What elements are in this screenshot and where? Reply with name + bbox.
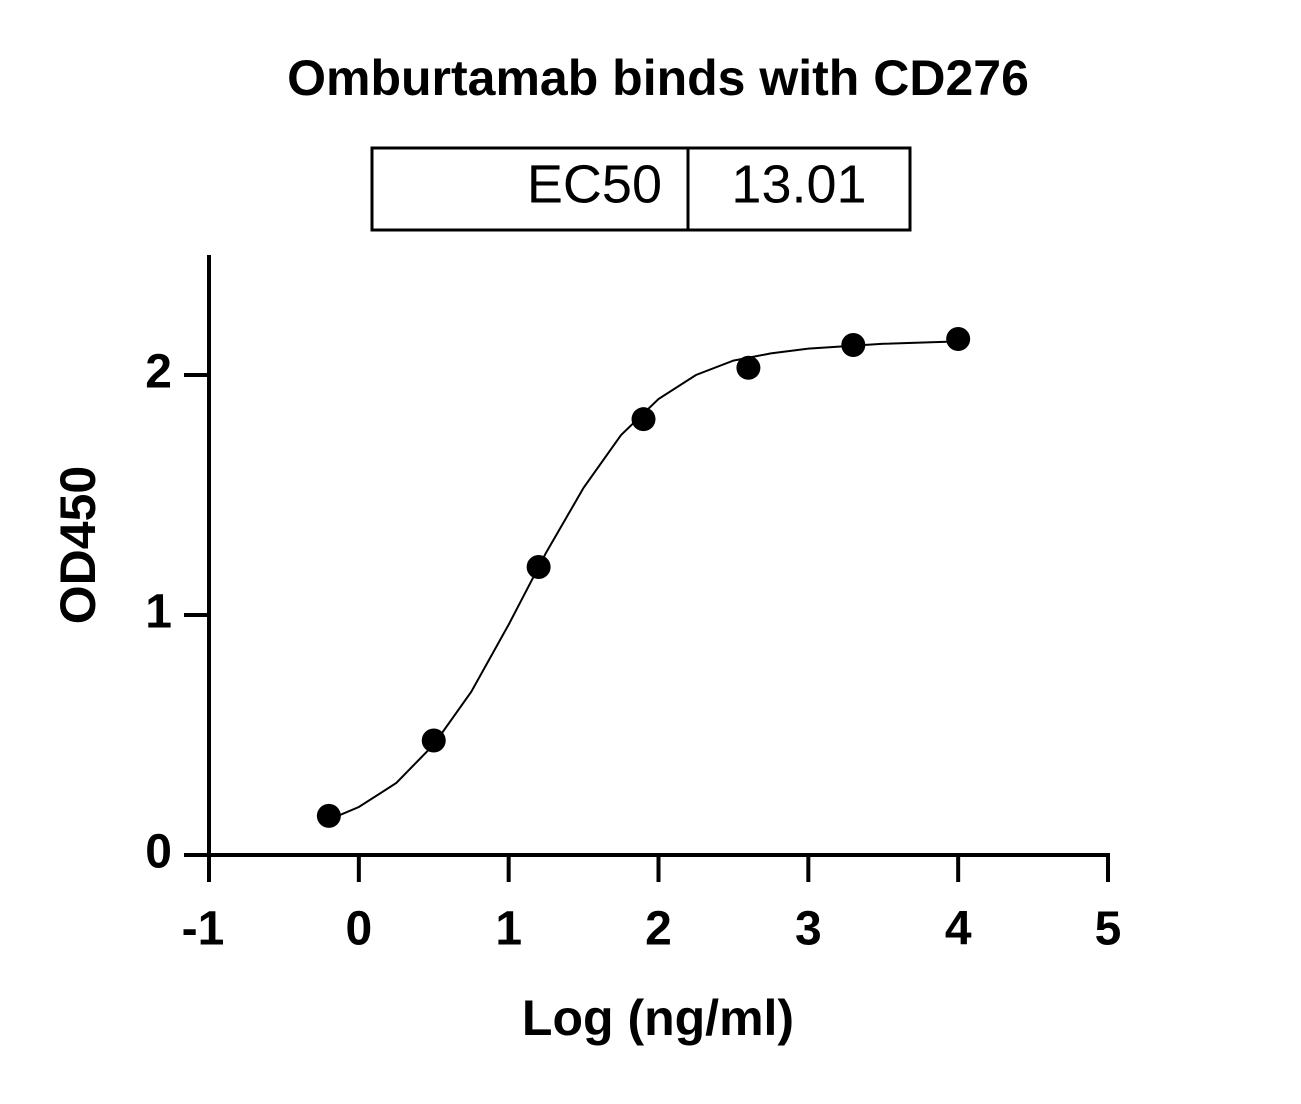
y-tick-label: 0 (145, 826, 172, 879)
x-tick-label: 2 (645, 903, 672, 956)
ec50-table (370, 146, 912, 232)
x-tick-label: 5 (1095, 903, 1122, 956)
data-point (526, 555, 551, 579)
data-point (736, 355, 761, 380)
x-tick-label: -1 (182, 903, 225, 956)
y-axis-label: OD450 (50, 466, 106, 624)
x-tick-label: 1 (495, 903, 522, 956)
x-tick-label: 4 (945, 903, 972, 956)
data-point (841, 333, 866, 357)
ec50-value: 13.01 (731, 154, 866, 214)
y-tick-label: 1 (145, 586, 172, 639)
x-axis-label: Log (ng/ml) (522, 990, 794, 1046)
data-point (631, 407, 656, 432)
x-tick-label: 0 (345, 903, 372, 956)
x-tick-label: 3 (795, 903, 822, 956)
data-point (946, 327, 971, 351)
chart-title: Omburtamab binds with CD276 (287, 50, 1029, 106)
ec50-label: EC50 (527, 154, 662, 214)
data-point (316, 803, 341, 828)
fit-curve (328, 340, 959, 821)
y-tick-label: 2 (145, 346, 172, 399)
data-point (421, 728, 446, 753)
